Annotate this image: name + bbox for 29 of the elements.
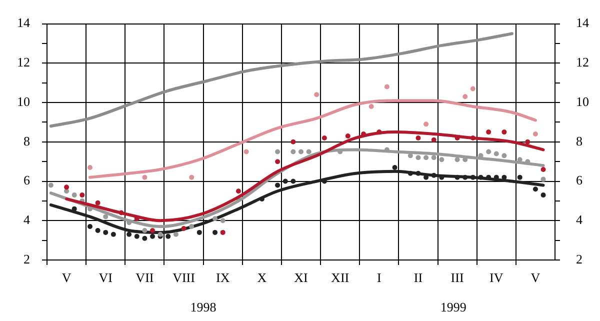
y2-tick-label: 8 xyxy=(576,133,582,148)
y-tick-label: 6 xyxy=(24,172,30,188)
x-tick-label: VII xyxy=(136,270,154,286)
x-tick-label: XII xyxy=(331,270,350,286)
text: 1999 xyxy=(440,299,466,314)
y2-tick-label: 2 xyxy=(576,251,582,266)
x-tick-label: XI xyxy=(294,270,308,286)
x-tick-label: V xyxy=(530,270,541,286)
y-tick-label: 10 xyxy=(17,94,30,109)
y2-tick-label: 14 xyxy=(576,15,590,30)
y2-tick-label: 12 xyxy=(576,54,589,70)
y-tick-label: 12 xyxy=(17,54,30,70)
y2-tick-label: 4 xyxy=(576,212,583,228)
x-tick-label: IX xyxy=(216,270,230,286)
y-tick-label: 8 xyxy=(24,133,30,148)
y2-tick-label: 10 xyxy=(576,94,589,109)
x-tick-label: VIII xyxy=(172,270,195,286)
y-tick-label: 4 xyxy=(24,212,30,228)
text: 1998 xyxy=(190,299,216,314)
x-tick-label: III xyxy=(450,270,464,286)
y-tick-label: 2 xyxy=(24,251,30,266)
x-tick-label: V xyxy=(62,270,72,286)
x-tick-label: X xyxy=(257,270,268,286)
x-tick-label: II xyxy=(414,270,423,286)
x-tick-label: VI xyxy=(98,270,112,286)
x-tick-label: IV xyxy=(490,270,504,286)
y2-tick-label: 6 xyxy=(576,172,583,188)
x-tick-label: I xyxy=(376,270,382,286)
y-tick-label: 14 xyxy=(17,15,30,30)
